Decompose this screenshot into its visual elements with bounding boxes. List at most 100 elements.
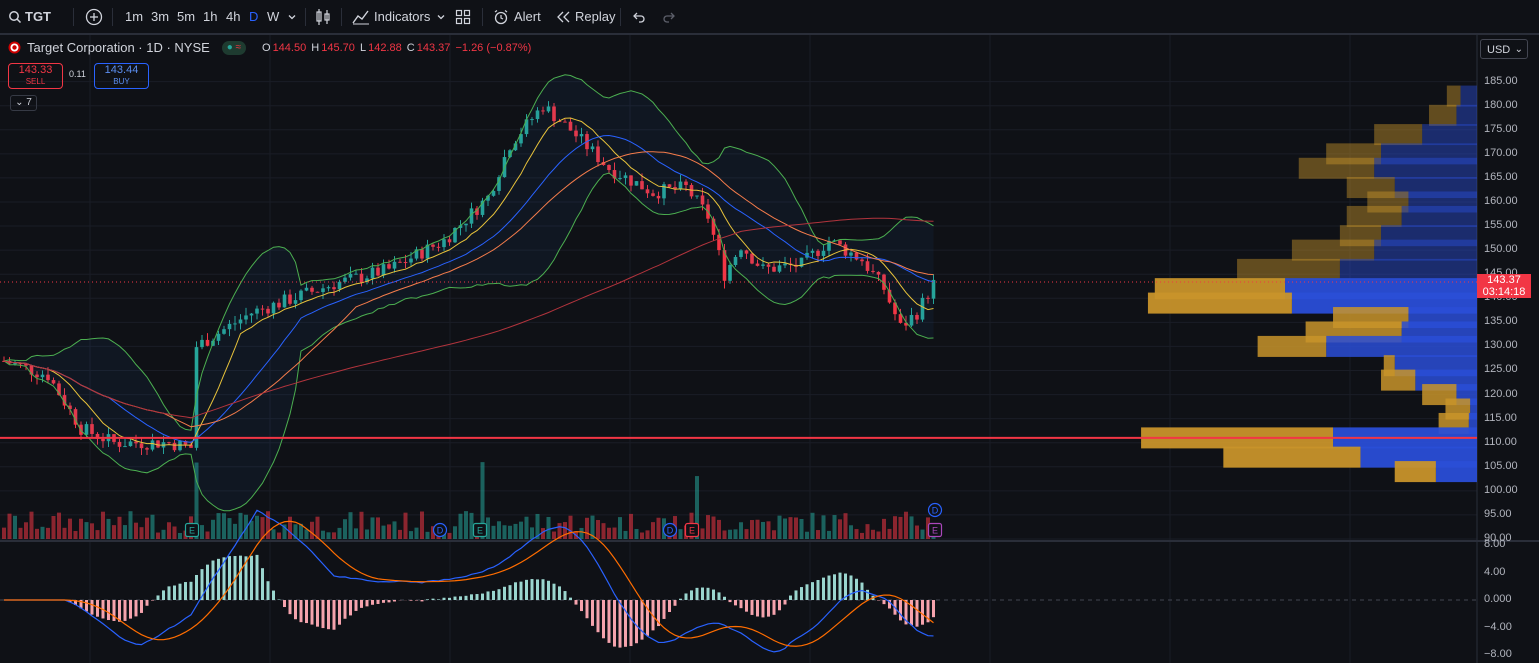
earnings-marker[interactable]: E	[472, 522, 488, 538]
macd-histogram-bar	[844, 573, 847, 600]
volume-profile-sell-bar	[1456, 104, 1477, 126]
alert-button[interactable]: Alert	[493, 0, 541, 33]
symbol-search-button[interactable]: TGT	[8, 0, 51, 33]
volume-bar	[794, 517, 798, 539]
macd-histogram-bar	[569, 597, 572, 600]
candle-body	[733, 256, 738, 266]
macd-histogram-bar	[200, 569, 204, 600]
candle-body	[282, 294, 287, 308]
macd-histogram-bar	[239, 555, 242, 600]
indicators-collapse-button[interactable]: ⌄ 7	[10, 95, 37, 111]
candle-body	[249, 313, 254, 316]
volume-bar	[519, 521, 523, 539]
macd-histogram-bar	[541, 579, 545, 600]
candle-body	[343, 277, 347, 282]
macd-histogram-bar	[283, 600, 286, 608]
macd-histogram-bar	[255, 554, 259, 600]
redo-button[interactable]	[662, 0, 676, 33]
symbol-legend[interactable]: Target Corporation · 1D · NYSE ● ≈	[8, 40, 247, 55]
indicators-dropdown[interactable]	[436, 0, 446, 33]
dividend-marker[interactable]: D	[432, 522, 448, 538]
volume-bar	[95, 530, 100, 539]
timeframe-4h[interactable]: 4h	[226, 0, 240, 33]
earnings-marker[interactable]: E	[927, 522, 943, 538]
macd-histogram-bar	[233, 556, 237, 600]
volume-bar	[904, 511, 908, 539]
volume-bar	[46, 527, 50, 539]
dividend-marker[interactable]: D	[927, 502, 943, 518]
macd-histogram-bar	[420, 600, 424, 602]
volume-bar	[348, 512, 353, 539]
macd-histogram-bar	[904, 600, 908, 625]
price-tick-label: 100.00	[1484, 483, 1518, 496]
replay-button[interactable]: Replay	[555, 0, 615, 33]
macd-histogram-bar	[536, 579, 539, 600]
volume-bar	[458, 513, 463, 539]
price-tick-label: 170.00	[1484, 146, 1518, 159]
volume-bar	[51, 515, 56, 539]
chevron-down-icon	[288, 14, 296, 19]
volume-profile-sell-bar	[1374, 239, 1477, 261]
undo-button[interactable]	[632, 0, 646, 33]
volume-profile-sell-bar	[1381, 225, 1477, 247]
timeframe-1h[interactable]: 1h	[203, 0, 217, 33]
volume-profile-sell-bar	[1408, 191, 1477, 213]
sell-button[interactable]: 143.33 SELL	[8, 63, 63, 89]
divider	[305, 8, 306, 26]
candle-body	[24, 364, 28, 366]
marker-label: D	[932, 506, 939, 516]
macd-histogram-bar	[783, 600, 787, 605]
indicators-button[interactable]: Indicators	[352, 0, 430, 33]
price-chart[interactable]: E D E D EDE	[0, 35, 1539, 663]
macd-histogram-bar	[756, 600, 759, 617]
macd-histogram-bar	[486, 591, 490, 600]
candle-body	[238, 319, 243, 324]
timeframe-dropdown[interactable]	[287, 0, 297, 33]
timeframe-d[interactable]: D	[249, 0, 258, 33]
volume-bar	[359, 511, 364, 539]
timeframe-1m[interactable]: 1m	[125, 0, 143, 33]
volume-bar	[161, 529, 166, 539]
macd-histogram-bar	[635, 600, 638, 644]
candle-body	[750, 253, 754, 264]
macd-histogram-bar	[497, 589, 501, 600]
buy-button[interactable]: 143.44 BUY	[94, 63, 149, 89]
candle-body	[618, 178, 622, 180]
macd-histogram-bar	[778, 600, 781, 611]
candle-body	[513, 143, 518, 151]
redo-icon	[663, 12, 675, 23]
macd-histogram-bar	[690, 590, 693, 600]
earnings-marker[interactable]: E	[184, 522, 200, 538]
candle-body	[475, 208, 479, 215]
volume-bar	[860, 532, 864, 539]
macd-histogram-bar	[316, 600, 319, 627]
timeframe-5m[interactable]: 5m	[177, 0, 195, 33]
volume-bar	[601, 523, 606, 539]
earnings-marker[interactable]: E	[684, 522, 700, 538]
candle-body	[392, 261, 397, 269]
candle-body	[365, 278, 369, 282]
macd-histogram-bar	[717, 592, 721, 600]
macd-histogram-bar	[508, 585, 512, 600]
chart-type-button[interactable]	[315, 0, 331, 33]
currency-select[interactable]: USD ⌄	[1480, 39, 1528, 59]
dividend-marker[interactable]: D	[662, 522, 678, 538]
volume-bar	[156, 532, 160, 539]
volume-profile-buy-bar	[1346, 177, 1395, 199]
timeframe-3m[interactable]: 3m	[151, 0, 169, 33]
marker-label: E	[189, 526, 195, 536]
volume-bar	[552, 531, 556, 539]
volume-bar	[491, 525, 496, 539]
candle-body	[376, 267, 380, 276]
volume-bar	[480, 462, 485, 539]
macd-histogram-bar	[503, 586, 506, 600]
templates-button[interactable]	[455, 0, 471, 33]
volume-bar	[777, 515, 782, 539]
volume-profile-buy-bar	[1394, 461, 1436, 483]
open-label: O	[262, 42, 271, 54]
timeframe-w[interactable]: W	[267, 0, 279, 33]
macd-histogram-bar	[431, 598, 435, 600]
compare-symbol-button[interactable]	[85, 0, 103, 33]
volume-bar	[68, 518, 72, 539]
